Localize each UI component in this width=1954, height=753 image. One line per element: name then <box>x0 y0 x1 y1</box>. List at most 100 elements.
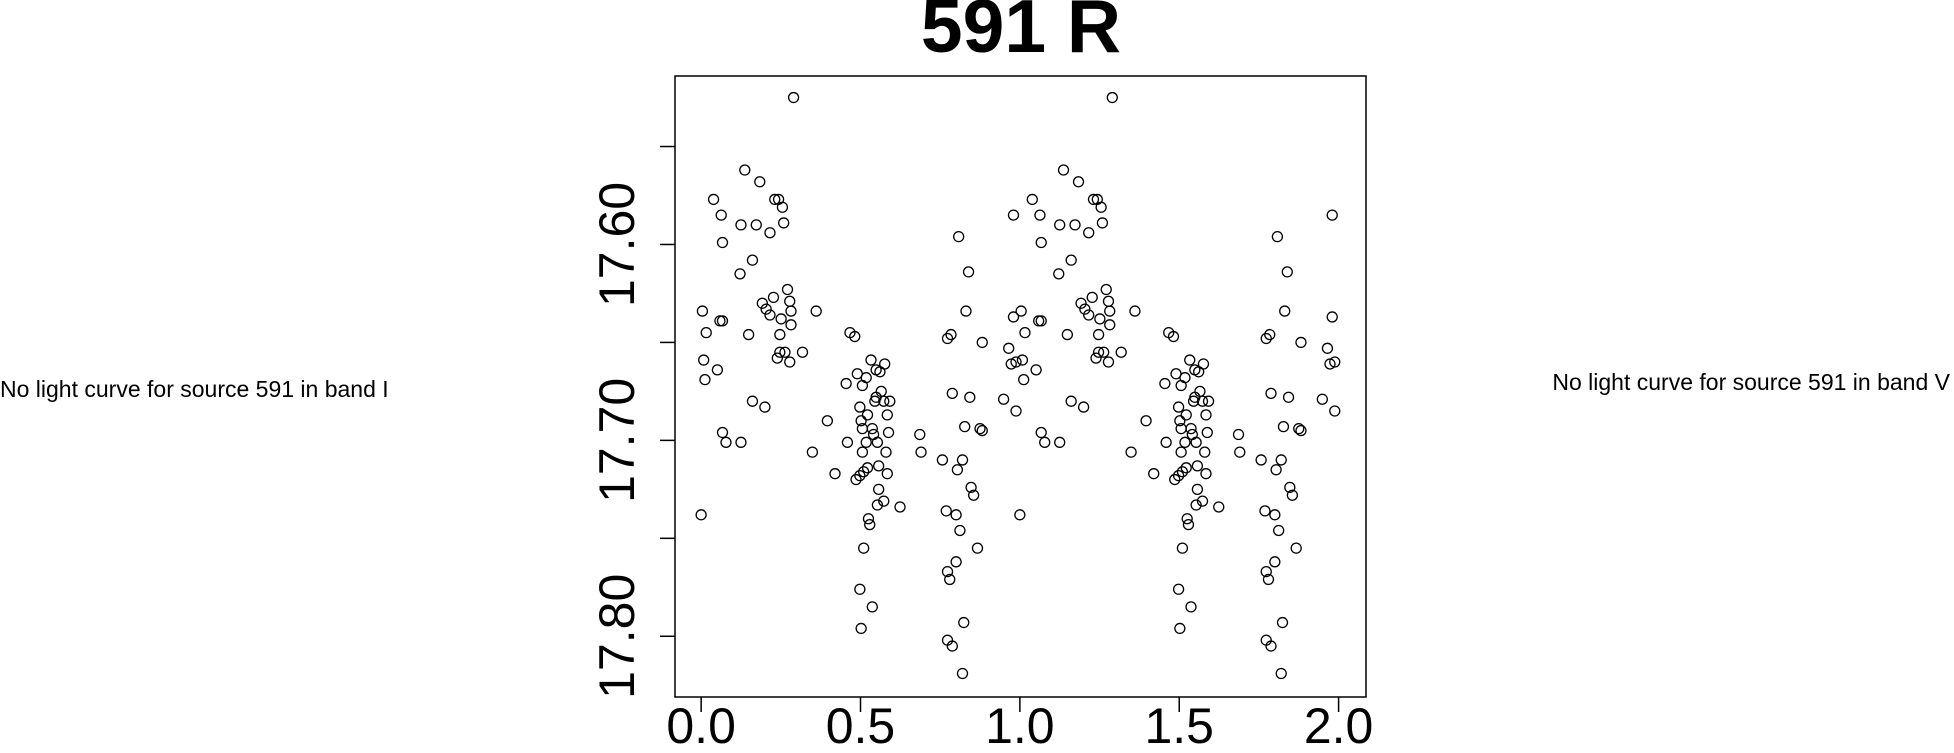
data-point <box>695 509 707 521</box>
data-point <box>1270 464 1282 476</box>
data-point <box>1255 454 1267 466</box>
data-point <box>1172 583 1185 595</box>
data-point <box>1321 342 1334 354</box>
data-point <box>1018 373 1030 386</box>
data-point <box>1075 297 1087 309</box>
data-point <box>855 622 867 635</box>
data-point <box>1184 354 1196 366</box>
data-point <box>1273 524 1285 537</box>
data-point <box>821 415 834 427</box>
data-point <box>1100 283 1112 296</box>
data-point <box>767 291 780 304</box>
data-point <box>1174 622 1186 635</box>
data-point <box>1234 446 1246 458</box>
data-point <box>856 379 869 392</box>
data-point <box>860 372 872 384</box>
data-point <box>1200 409 1212 421</box>
data-point <box>946 640 958 652</box>
data-point <box>862 513 875 525</box>
data-point <box>1190 499 1202 511</box>
data-point <box>974 422 986 435</box>
data-point <box>1098 346 1110 358</box>
data-point <box>1035 426 1047 439</box>
data-point <box>1069 219 1081 231</box>
data-point <box>1061 328 1074 341</box>
data-point <box>1190 436 1202 448</box>
data-point <box>806 446 819 458</box>
data-point <box>1197 358 1210 370</box>
data-point <box>1102 295 1115 307</box>
data-point <box>1279 305 1291 317</box>
data-point <box>1003 342 1015 354</box>
data-point <box>1199 446 1211 458</box>
data-point <box>735 436 747 448</box>
data-point <box>734 268 746 280</box>
data-point <box>784 295 796 307</box>
data-point <box>787 91 800 104</box>
data-point <box>1180 409 1192 421</box>
data-point <box>1030 364 1042 376</box>
data-point <box>971 542 984 554</box>
data-point <box>1129 305 1141 317</box>
data-point <box>936 454 949 466</box>
data-point <box>1039 436 1051 448</box>
data-point <box>1275 667 1287 680</box>
data-point <box>1281 266 1293 278</box>
data-point <box>1232 428 1245 441</box>
data-point <box>858 542 870 554</box>
data-point <box>1196 395 1209 407</box>
data-point <box>784 356 796 368</box>
data-point <box>964 391 976 403</box>
x-tick-label: 0.5 <box>826 698 896 753</box>
data-point <box>1290 542 1302 554</box>
x-tick-label: 0.0 <box>666 698 736 753</box>
data-point <box>1087 193 1100 206</box>
data-point <box>894 501 906 513</box>
data-point <box>1181 513 1193 525</box>
data-point <box>1094 313 1106 325</box>
data-point <box>714 315 726 327</box>
data-point <box>1092 328 1105 341</box>
y-tick-label: 17.60 <box>589 182 645 307</box>
data-point <box>1054 436 1066 448</box>
plot-frame <box>674 75 1367 698</box>
data-point <box>953 230 965 243</box>
data-point <box>849 330 861 343</box>
data-point <box>735 219 747 231</box>
data-point <box>1035 236 1047 249</box>
data-point <box>1326 311 1338 323</box>
data-point <box>707 193 720 206</box>
data-point <box>950 556 962 568</box>
data-point <box>1167 330 1180 343</box>
data-point <box>861 409 874 421</box>
data-point <box>1295 424 1307 437</box>
data-point <box>1295 336 1307 349</box>
data-point <box>699 373 711 386</box>
data-point <box>739 164 751 176</box>
data-point <box>1104 305 1116 317</box>
data-point <box>1176 542 1189 554</box>
data-point <box>965 481 977 494</box>
data-point <box>1033 315 1045 327</box>
data-point <box>1172 469 1185 482</box>
data-point <box>941 332 954 345</box>
data-point <box>1010 405 1022 417</box>
data-point <box>878 495 890 507</box>
data-point <box>1265 387 1277 400</box>
data-point <box>720 436 732 448</box>
data-point <box>1286 489 1299 501</box>
data-point <box>1090 352 1102 364</box>
data-point <box>861 462 874 474</box>
data-point <box>776 201 789 213</box>
data-point <box>700 326 712 339</box>
data-point <box>1104 319 1116 331</box>
data-point <box>1260 565 1272 578</box>
data-point <box>1106 91 1118 104</box>
data-point <box>855 415 867 427</box>
data-point <box>884 395 896 407</box>
data-point <box>1182 518 1195 531</box>
data-point <box>1265 640 1277 652</box>
data-point <box>871 436 884 448</box>
data-point <box>1180 462 1192 474</box>
data-point <box>881 409 893 421</box>
